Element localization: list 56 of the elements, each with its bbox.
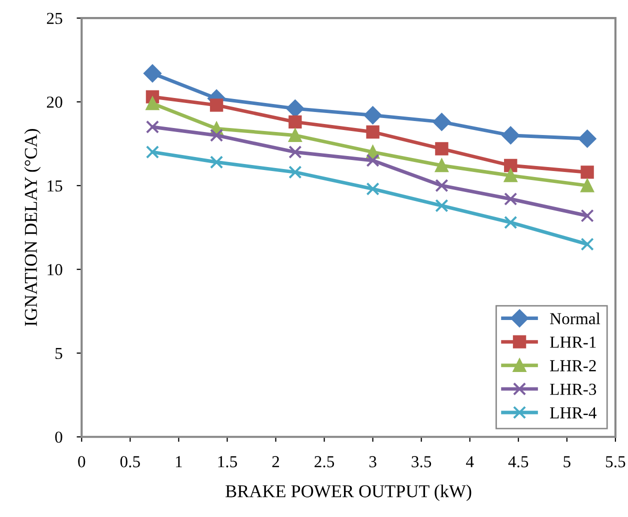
point [432, 113, 451, 131]
y-tick-label: 0 [55, 432, 62, 443]
point [435, 199, 448, 212]
legend-label: LHR-3 [550, 384, 596, 395]
x-tick-label: 3 [369, 456, 376, 468]
point [366, 182, 380, 196]
x-tick-label: 3.5 [412, 456, 432, 468]
point [288, 128, 302, 142]
point [580, 238, 594, 251]
point [288, 146, 302, 159]
point [288, 166, 302, 179]
point [210, 128, 224, 142]
point [504, 158, 518, 172]
legend-label: LHR-2 [550, 360, 596, 372]
x-tick-label: 0.5 [120, 456, 140, 468]
point [504, 168, 518, 182]
x-tick-label: 1 [176, 456, 182, 468]
point [286, 100, 304, 118]
legend-label: Normal [550, 312, 600, 324]
y-tick-label: 20 [46, 96, 62, 108]
point [580, 166, 594, 179]
y-tick-label: 15 [48, 180, 62, 192]
point [435, 142, 448, 156]
x-tick-label: 4 [466, 456, 474, 468]
point [364, 106, 382, 124]
point [435, 158, 448, 172]
point [504, 192, 518, 206]
x-tick-label: 5 [564, 456, 570, 468]
point [210, 98, 224, 112]
x-tick-label: 2.5 [314, 456, 334, 468]
legend-label: LHR-1 [550, 336, 596, 348]
x-tick-label: 2 [272, 456, 279, 468]
point [146, 120, 160, 134]
point [210, 156, 224, 169]
x-tick-label: 5.5 [606, 456, 626, 468]
point [146, 146, 160, 159]
point [580, 209, 594, 222]
point [144, 64, 162, 82]
point [578, 130, 596, 148]
legend-label: LHR-4 [550, 407, 596, 418]
point [504, 216, 518, 230]
y-tick-label: 10 [48, 264, 62, 276]
y-tick-label: 5 [56, 348, 62, 360]
x-tick-label: 0 [78, 456, 86, 468]
y-tick-label: 25 [46, 12, 62, 24]
x-tick-label: 4.5 [508, 456, 528, 468]
point [580, 179, 594, 192]
point [146, 96, 160, 110]
y-axis-title: IGNATION DELAY (°CA) [24, 129, 41, 326]
point [502, 126, 520, 144]
x-tick-label: 1.5 [218, 456, 237, 468]
point [366, 125, 380, 139]
x-axis-title: BRAKE POWER OUTPUT (kW) [226, 484, 472, 501]
point [288, 115, 302, 129]
point [435, 179, 448, 192]
point [366, 154, 380, 168]
